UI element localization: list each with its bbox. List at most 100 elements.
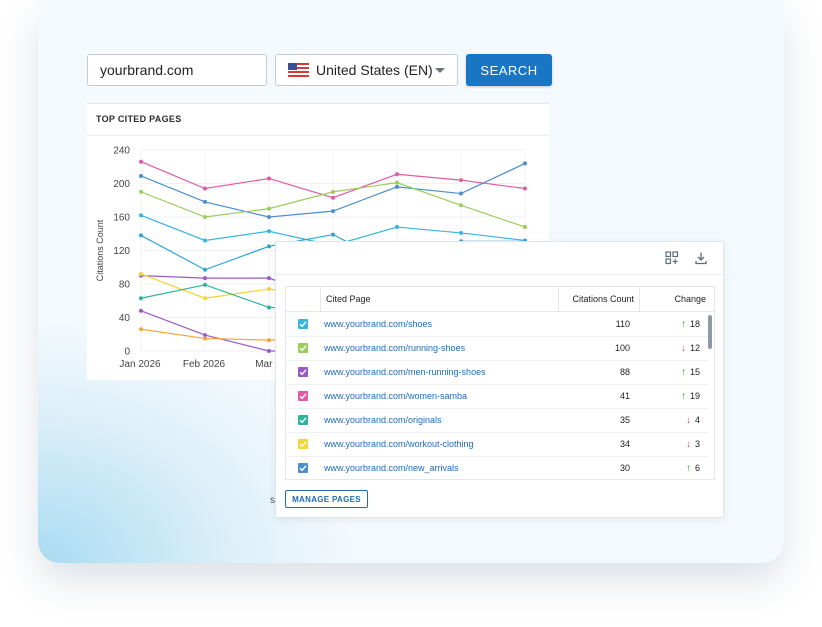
domain-search-input[interactable]: yourbrand.com (87, 54, 267, 86)
row-checkbox[interactable] (298, 367, 308, 377)
country-select-value: United States (EN) (316, 62, 433, 78)
data-point (267, 176, 271, 181)
table-header: Cited Page Citations Count Change (286, 287, 714, 312)
data-point (331, 232, 335, 237)
scrollbar[interactable] (708, 315, 712, 349)
check-icon (299, 417, 307, 424)
y-tick-label: 0 (124, 347, 130, 358)
data-point (267, 276, 271, 281)
change-number: 15 (689, 367, 700, 377)
data-point (203, 282, 207, 287)
data-point (395, 184, 399, 189)
change-number: 19 (689, 391, 700, 401)
table-toolbar (276, 242, 723, 275)
data-point (139, 159, 143, 164)
add-columns-icon[interactable] (665, 251, 679, 265)
data-point (523, 225, 527, 230)
y-tick-label: 240 (113, 146, 130, 157)
row-checkbox[interactable] (298, 439, 308, 449)
table-row[interactable]: www.yourbrand.com/shoes 110 ↑ 18 (286, 312, 708, 337)
country-select[interactable]: United States (EN) (275, 54, 458, 86)
table-row[interactable]: www.yourbrand.com/workout-clothing 34 ↓ 3 (286, 432, 708, 457)
table-row[interactable]: www.yourbrand.com/men-running-shoes 88 ↑ 15 (286, 360, 708, 385)
header-cited-page[interactable]: Cited Page (320, 287, 558, 311)
row-checkbox[interactable] (298, 463, 308, 473)
check-icon (299, 441, 307, 448)
header-citations-count[interactable]: Citations Count (558, 287, 639, 311)
row-checkbox[interactable] (298, 391, 308, 401)
change-value: ↑ 15 (681, 360, 700, 385)
change-number: 6 (694, 463, 700, 473)
data-point (267, 244, 271, 249)
cited-page-link[interactable]: www.yourbrand.com/workout-clothing (324, 439, 474, 449)
y-axis-label: Citations Count (95, 219, 105, 281)
data-point (523, 186, 527, 191)
y-tick-label: 80 (119, 280, 131, 291)
data-point (395, 180, 399, 185)
x-tick-label: Jan 2026 (119, 359, 161, 370)
cited-page-link[interactable]: www.yourbrand.com/women-samba (324, 391, 468, 401)
cited-pages-table: Cited Page Citations Count Change www.yo… (285, 286, 715, 480)
cited-page-link[interactable]: www.yourbrand.com/originals (324, 415, 442, 425)
citations-count-value: 110 (615, 319, 630, 329)
check-icon (299, 465, 307, 472)
partial-text: s (270, 495, 275, 506)
table-row[interactable]: www.yourbrand.com/originals 35 ↓ 4 (286, 408, 708, 433)
data-point (267, 305, 271, 310)
header-select-column (286, 287, 320, 311)
arrow-down-icon: ↓ (685, 439, 691, 450)
change-value: ↑ 19 (681, 384, 700, 409)
data-point (203, 333, 207, 338)
data-point (139, 327, 143, 332)
manage-pages-button[interactable]: MANAGE PAGES (285, 490, 368, 508)
citations-count-value: 41 (619, 391, 630, 401)
data-point (331, 189, 335, 194)
table-row[interactable]: www.yourbrand.com/running-shoes 100 ↓ 12 (286, 336, 708, 361)
change-number: 3 (694, 439, 700, 449)
x-tick-label: Mar 2 (255, 359, 281, 370)
table-row[interactable]: www.yourbrand.com/new_arrivals 30 ↑ 6 (286, 456, 708, 479)
search-button[interactable]: SEARCH (466, 54, 552, 86)
data-point (459, 191, 463, 196)
chevron-down-icon (435, 68, 445, 73)
cited-page-link[interactable]: www.yourbrand.com/new_arrivals (324, 463, 459, 473)
row-checkbox[interactable] (298, 415, 308, 425)
cited-page-link[interactable]: www.yourbrand.com/running-shoes (324, 343, 466, 353)
change-value: ↓ 3 (686, 432, 700, 457)
data-point (139, 213, 143, 218)
y-tick-label: 200 (113, 179, 130, 190)
arrow-up-icon: ↑ (685, 463, 691, 474)
download-icon[interactable] (694, 251, 708, 265)
data-point (203, 296, 207, 301)
table-row[interactable]: www.yourbrand.com/women-samba 41 ↑ 19 (286, 384, 708, 409)
change-number: 12 (689, 343, 700, 353)
data-point (267, 338, 271, 343)
change-number: 4 (694, 415, 700, 425)
arrow-up-icon: ↑ (680, 319, 686, 330)
change-number: 18 (689, 319, 700, 329)
data-point (139, 189, 143, 194)
y-tick-label: 40 (119, 313, 131, 324)
header-change[interactable]: Change (639, 287, 714, 311)
citations-count-value: 30 (619, 463, 630, 473)
arrow-up-icon: ↑ (680, 367, 686, 378)
chart-title: TOP CITED PAGES (96, 114, 182, 124)
x-tick-label: Feb 2026 (183, 359, 226, 370)
data-point (267, 287, 271, 292)
arrow-up-icon: ↑ (680, 391, 686, 402)
change-value: ↑ 18 (681, 312, 700, 337)
row-checkbox[interactable] (298, 319, 308, 329)
data-point (203, 186, 207, 191)
arrow-down-icon: ↓ (680, 343, 686, 354)
cited-page-link[interactable]: www.yourbrand.com/men-running-shoes (324, 367, 486, 377)
data-point (267, 349, 271, 353)
citations-count-value: 100 (614, 343, 630, 353)
citations-count-value: 35 (619, 415, 630, 425)
row-checkbox[interactable] (298, 343, 308, 353)
cited-page-link[interactable]: www.yourbrand.com/shoes (324, 319, 433, 329)
data-point (139, 271, 143, 276)
citations-count-value: 88 (619, 367, 630, 377)
data-point (395, 172, 399, 177)
check-icon (299, 393, 307, 400)
change-value: ↑ 6 (685, 456, 700, 479)
